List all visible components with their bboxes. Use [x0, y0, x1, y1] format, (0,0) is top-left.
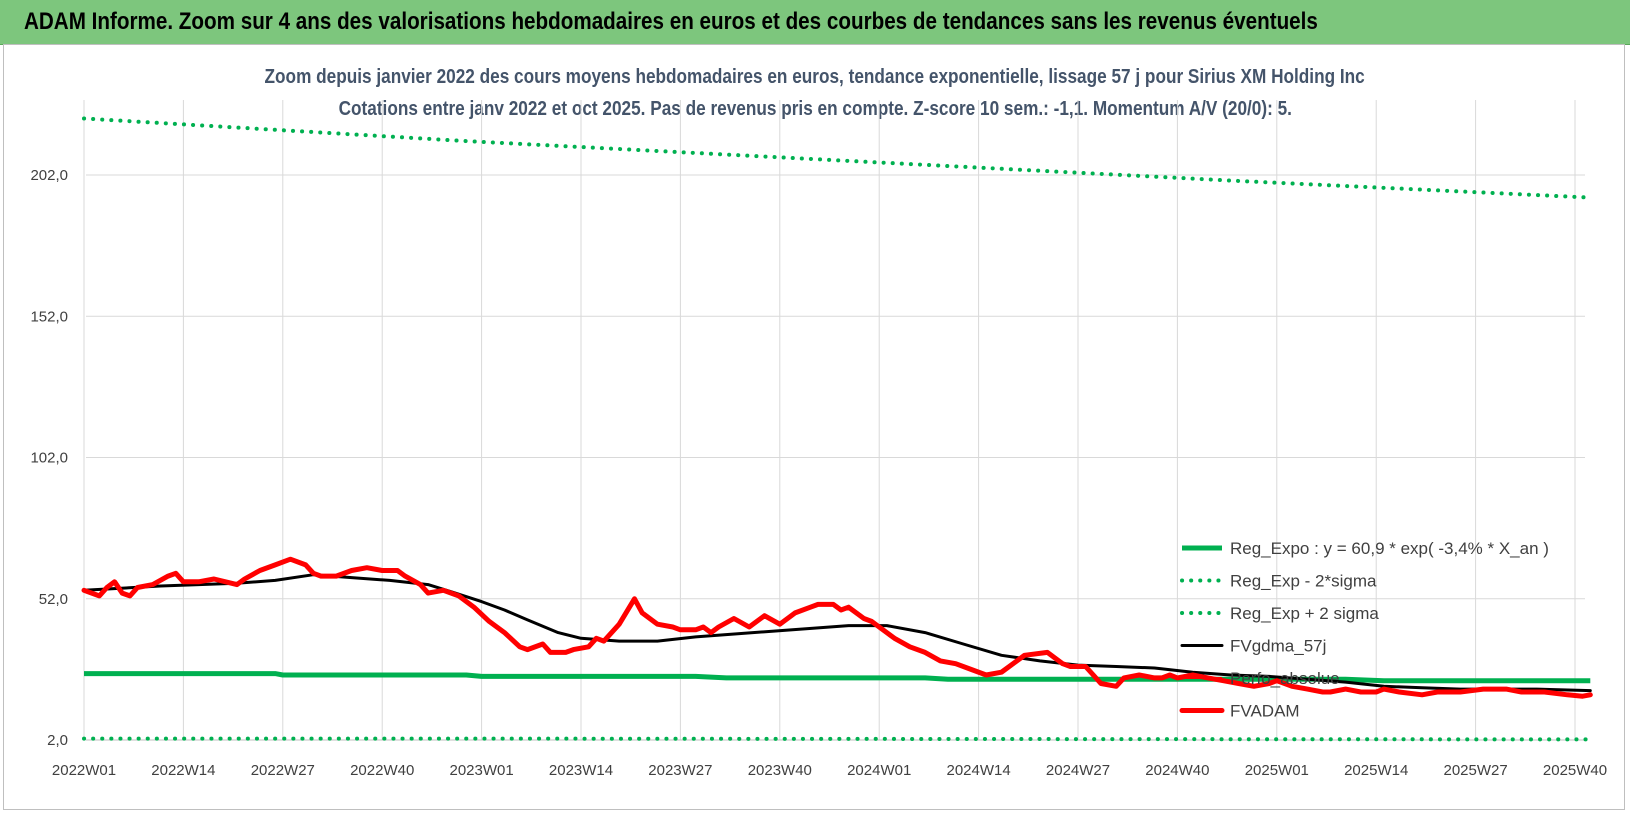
series-line-fvgdma-57j [82, 573, 1592, 693]
x-tick-label: 2025W14 [1344, 762, 1408, 779]
y-axis: 2,0 52,0 102,0 152,0 202,0 [30, 167, 68, 749]
chart-subtitle: Cotations entre janv 2022 et oct 2025. P… [338, 98, 1292, 120]
x-tick-label: 2024W14 [946, 762, 1010, 779]
legend: Reg_Expo : y = 60,9 * exp( -3,4% * X_an … [1179, 539, 1549, 721]
x-tick-label: 2024W01 [847, 762, 911, 779]
y-tick-label: 152,0 [30, 308, 68, 325]
series-line-reg-exp-2-sigma [82, 116, 1593, 200]
x-tick-label: 2022W27 [251, 762, 315, 779]
series-line-reg-exp-2-sigma [82, 736, 1593, 742]
y-tick-label: 52,0 [39, 591, 68, 608]
x-tick-label: 2023W01 [449, 762, 513, 779]
x-tick-label: 2022W01 [52, 762, 116, 779]
y-tick-label: 2,0 [47, 732, 68, 749]
gridlines [83, 100, 1585, 741]
y-tick-label: 102,0 [30, 450, 68, 467]
x-tick-label: 2025W40 [1543, 762, 1607, 779]
chart-frame [3, 44, 1625, 810]
legend-label: Perfo_absolue [1230, 669, 1340, 688]
banner-title: ADAM Informe. Zoom sur 4 ans des valoris… [24, 8, 1318, 35]
y-tick-label: 202,0 [30, 167, 68, 184]
legend-label: Reg_Exp - 2*sigma [1230, 572, 1377, 591]
series-line-fvadam [81, 556, 1593, 699]
series-lines [81, 116, 1593, 742]
x-tick-label: 2022W40 [350, 762, 414, 779]
legend-label: Reg_Exp + 2 sigma [1230, 604, 1379, 623]
legend-label: FVgdma_57j [1230, 637, 1326, 656]
x-tick-label: 2023W40 [748, 762, 812, 779]
banner: ADAM Informe. Zoom sur 4 ans des valoris… [0, 0, 1630, 45]
chart-title: Zoom depuis janvier 2022 des cours moyen… [264, 66, 1366, 88]
x-tick-label: 2022W14 [151, 762, 215, 779]
x-tick-label: 2023W27 [648, 762, 712, 779]
x-tick-label: 2025W27 [1443, 762, 1507, 779]
legend-label: FVADAM [1230, 702, 1300, 721]
x-axis: 2022W01 2022W14 2022W27 2022W40 2023W01 2023W… [52, 739, 1607, 779]
x-tick-label: 2024W40 [1145, 762, 1209, 779]
x-tick-label: 2024W27 [1046, 762, 1110, 779]
x-tick-label: 2025W01 [1245, 762, 1309, 779]
x-tick-label: 2023W14 [549, 762, 613, 779]
series-line-reg-expo-y-60-9-exp-3-4-x-an- [84, 671, 1591, 684]
legend-label: Reg_Expo : y = 60,9 * exp( -3,4% * X_an … [1230, 539, 1549, 558]
